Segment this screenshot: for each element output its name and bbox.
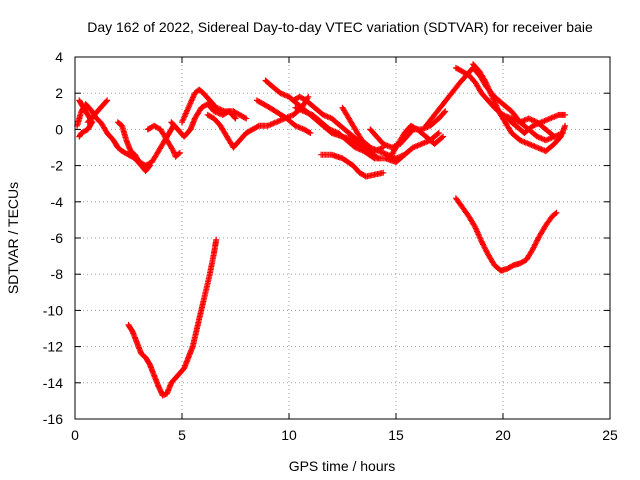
series-markers: [74, 101, 153, 174]
y-tick-label: -14: [43, 375, 63, 391]
series-markers: [253, 97, 314, 136]
series-markers: [452, 64, 558, 140]
series-markers: [388, 122, 447, 158]
series-markers: [504, 111, 569, 136]
x-tick-label: 25: [602, 427, 618, 443]
series-arc-13: [318, 151, 387, 180]
y-tick-label: -2: [51, 158, 64, 174]
data-series: [74, 61, 569, 399]
x-tick-label: 15: [388, 427, 404, 443]
series-arc-22: [452, 195, 560, 274]
x-tick-label: 0: [71, 427, 79, 443]
series-arc-9: [253, 97, 314, 136]
y-tick-label: -10: [43, 302, 63, 318]
y-axis-label: SDTVAR / TECUs: [5, 182, 21, 294]
plot-frame: [74, 56, 611, 420]
series-arc-5: [144, 122, 183, 160]
chart-title: Day 162 of 2022, Sidereal Day-to-day VTE…: [87, 19, 593, 35]
y-tick-label: -4: [51, 194, 64, 210]
series-markers: [292, 104, 408, 165]
series-markers: [470, 61, 569, 155]
y-tick-label: -12: [43, 339, 63, 355]
series-markers: [125, 236, 220, 399]
x-tick-label: 20: [495, 427, 511, 443]
series-arc-21: [125, 236, 220, 399]
series-arc-3: [84, 97, 111, 126]
x-tick-label: 5: [178, 427, 186, 443]
y-tick-label: -6: [51, 230, 64, 246]
series-markers: [179, 86, 250, 126]
series-arc-19: [470, 61, 569, 155]
series-markers: [452, 195, 560, 274]
y-tick-label: 0: [55, 121, 63, 137]
series-arc-20: [504, 111, 569, 136]
series-markers: [144, 122, 183, 160]
series-markers: [114, 119, 177, 169]
series-arc-1: [74, 101, 153, 174]
y-tick-label: 4: [55, 49, 63, 65]
series-arc-12: [292, 104, 408, 165]
series-arc-18: [452, 64, 558, 140]
series-arc-7: [179, 86, 250, 126]
series-arc-4: [114, 119, 177, 169]
series-markers: [318, 151, 387, 180]
x-axis-label: GPS time / hours: [289, 458, 396, 474]
y-tick-label: 2: [55, 85, 63, 101]
x-tick-label: 10: [281, 427, 297, 443]
y-tick-label: -8: [51, 266, 64, 282]
series-arc-16: [388, 122, 447, 158]
y-tick-label: -16: [43, 411, 63, 427]
series-markers: [84, 97, 111, 126]
